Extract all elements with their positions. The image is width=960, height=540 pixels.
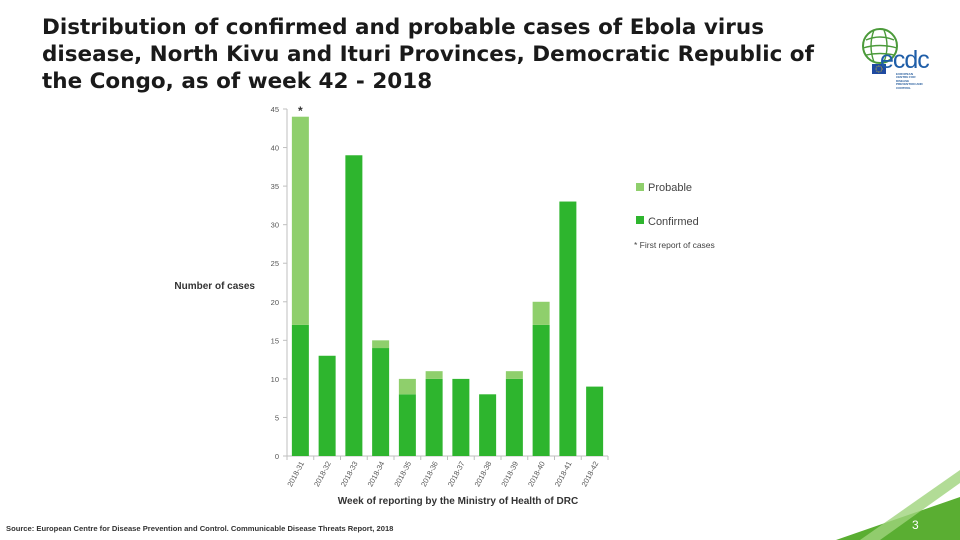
x-tick-label: 2018-36 <box>419 460 440 489</box>
legend-confirmed-label: Confirmed <box>648 216 699 228</box>
x-tick-label: 2018-37 <box>446 460 467 489</box>
x-tick-label: 2018-39 <box>499 460 520 489</box>
ecdc-logo-text: ecdc <box>880 46 930 74</box>
bar-probable <box>505 371 523 379</box>
legend-confirmed-swatch <box>636 216 644 224</box>
y-tick-label: 10 <box>271 375 279 384</box>
x-tick-label: 2018-31 <box>285 460 306 489</box>
bar-confirmed <box>291 324 309 456</box>
x-tick-label: 2018-35 <box>392 460 413 489</box>
bar-confirmed <box>586 386 604 456</box>
x-tick-label: 2018-41 <box>553 460 574 489</box>
bar-probable <box>398 378 416 395</box>
bar-confirmed <box>505 378 523 456</box>
x-tick-label: 2018-32 <box>312 460 333 489</box>
bar-confirmed <box>318 355 336 456</box>
y-tick-label: 20 <box>271 298 279 307</box>
bar-confirmed <box>425 378 443 456</box>
x-tick-label: 2018-33 <box>339 460 360 489</box>
x-tick-label: 2018-42 <box>580 460 601 489</box>
bar-confirmed <box>532 324 550 456</box>
bar-confirmed <box>372 348 390 456</box>
bar-confirmed <box>398 394 416 456</box>
bottom-right-accent-light <box>860 470 960 540</box>
y-axis-label: Number of cases <box>174 281 255 292</box>
first-report-asterisk: * <box>298 104 303 118</box>
y-tick-label: 45 <box>271 105 279 114</box>
bar-confirmed <box>452 378 470 456</box>
y-tick-label: 30 <box>271 221 279 230</box>
y-tick-label: 25 <box>271 259 279 268</box>
y-tick-label: 15 <box>271 336 279 345</box>
legend-probable-swatch <box>636 183 644 191</box>
bar-probable <box>372 340 390 349</box>
y-tick-label: 0 <box>275 452 279 461</box>
x-axis-label: Week of reporting by the Ministry of Hea… <box>338 496 578 507</box>
x-tick-label: 2018-40 <box>526 460 547 489</box>
bar-probable <box>425 371 443 379</box>
ecdc-logo-globe <box>862 28 898 74</box>
slide-title: Distribution of confirmed and probable c… <box>42 15 814 94</box>
bar-probable <box>532 301 550 325</box>
source-note: Source: European Centre for Disease Prev… <box>6 524 394 533</box>
y-tick-label: 5 <box>275 413 279 422</box>
bar-confirmed <box>559 201 577 456</box>
x-tick-label: 2018-38 <box>473 460 494 489</box>
y-tick-label: 40 <box>271 144 279 153</box>
ecdc-logo-subtext: EUROPEAN CENTRE FOR DISEASE PREVENTION A… <box>896 72 923 90</box>
bar-confirmed <box>345 155 363 456</box>
page-number: 3 <box>912 518 919 532</box>
legend-note: * First report of cases <box>634 240 715 250</box>
bar-probable <box>291 116 309 325</box>
y-tick-label: 35 <box>271 182 279 191</box>
bar-confirmed <box>479 394 497 456</box>
legend-probable-label: Probable <box>648 182 692 194</box>
x-tick-label: 2018-34 <box>366 460 387 489</box>
